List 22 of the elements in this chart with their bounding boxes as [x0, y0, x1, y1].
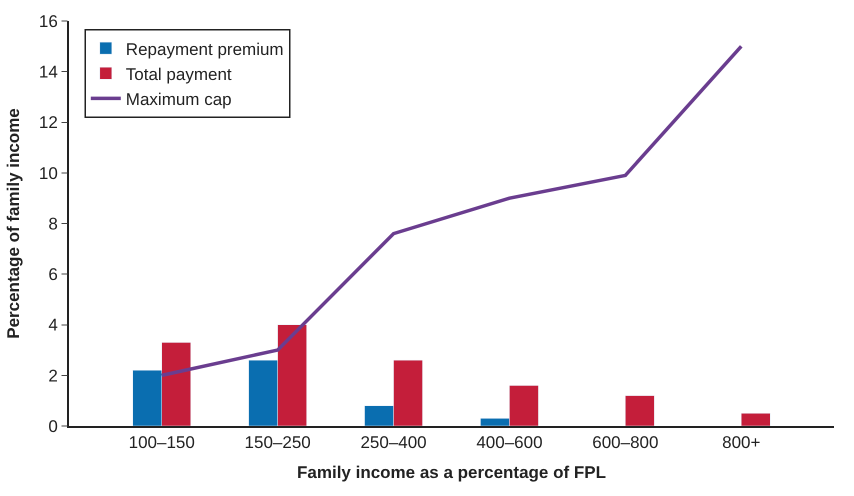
- legend-label: Maximum cap: [126, 90, 232, 109]
- y-tick-label: 10: [38, 164, 58, 183]
- x-tick-label: 600–800: [592, 433, 658, 452]
- x-tick-label: 800+: [722, 433, 760, 452]
- y-tick-label: 14: [38, 62, 58, 82]
- x-tick-label: 400–600: [476, 433, 543, 452]
- x-tick-label: 250–400: [360, 433, 427, 452]
- x-tick-label: 150–250: [244, 433, 311, 452]
- bar: [625, 395, 655, 426]
- bar: [741, 413, 770, 426]
- y-tick-label: 8: [48, 214, 58, 234]
- y-tick-label: 4: [48, 316, 58, 335]
- legend-label: Total payment: [126, 64, 232, 84]
- y-axis-title: Percentage of family income: [4, 108, 23, 339]
- x-axis-title: Family income as a percentage of FPL: [297, 463, 606, 482]
- y-tick-label: 2: [48, 366, 58, 386]
- legend-label: Repayment premium: [126, 40, 284, 59]
- x-tick-label: 100–150: [128, 433, 195, 452]
- y-tick-label: 0: [48, 416, 58, 436]
- y-tick-label: 12: [38, 113, 58, 132]
- y-tick-label: 16: [38, 12, 58, 31]
- y-tick-label: 6: [48, 265, 58, 284]
